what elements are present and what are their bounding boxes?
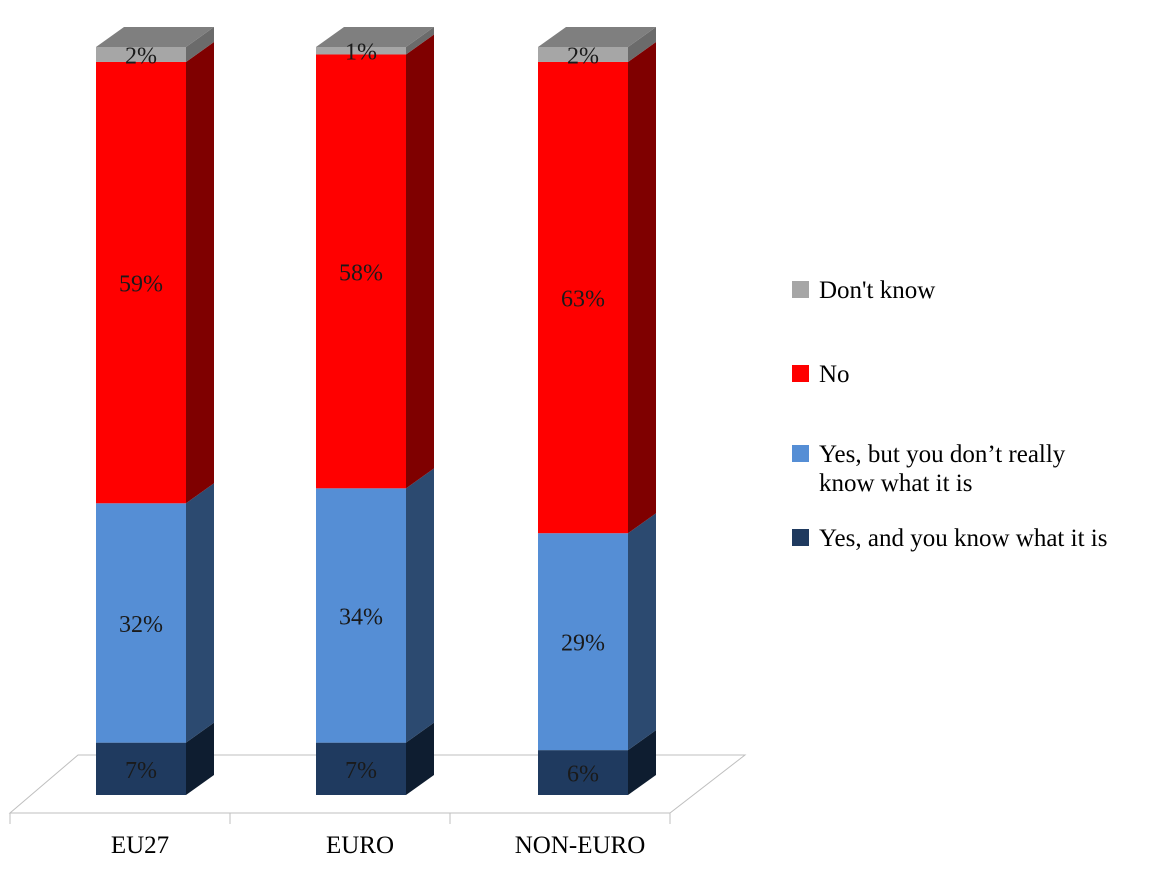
bar-side-don-t-know-euro xyxy=(406,27,434,55)
bar-top-non-euro xyxy=(538,27,656,47)
bar-side-yes-and-you-know-what-it-is-eu27 xyxy=(186,722,214,795)
value-label-yes-but-you-don-t-really-know-what-it-is-eu27: 32% xyxy=(119,612,163,638)
bar-front-yes-but-you-don-t-really-know-what-it-is-non-euro xyxy=(538,533,628,751)
bar-front-yes-and-you-know-what-it-is-euro xyxy=(316,742,406,795)
value-label-yes-but-you-don-t-really-know-what-it-is-non-euro: 29% xyxy=(561,631,605,657)
bar-side-don-t-know-eu27 xyxy=(186,27,214,62)
value-labels: 7% 32% 59% 2% 7% 34% 58% 1% 6% 29% 63% 2% xyxy=(119,40,605,788)
bar-front-yes-and-you-know-what-it-is-non-euro xyxy=(538,750,628,795)
bar-top-euro xyxy=(316,27,434,47)
legend-label-no: No xyxy=(819,361,850,388)
value-label-don-t-know-non-euro: 2% xyxy=(567,43,599,69)
legend-label-dont-know: Don't know xyxy=(819,277,936,304)
bar-front-don-t-know-non-euro xyxy=(538,47,628,62)
category-label-non-euro: NON-EURO xyxy=(515,832,646,859)
bar-side-yes-but-you-don-t-really-know-what-it-is-euro xyxy=(406,468,434,743)
bar-front-yes-but-you-don-t-really-know-what-it-is-eu27 xyxy=(96,503,186,743)
bar-side-no-non-euro xyxy=(628,41,656,534)
bar-stacks xyxy=(96,27,656,795)
bar-side-yes-and-you-know-what-it-is-non-euro xyxy=(628,730,656,795)
bar-front-don-t-know-eu27 xyxy=(96,47,186,62)
value-label-no-eu27: 59% xyxy=(119,272,163,298)
bar-front-no-euro xyxy=(316,54,406,489)
value-label-yes-and-you-know-what-it-is-non-euro: 6% xyxy=(567,762,599,788)
legend-label-yes-dont-know-what: Yes, but you don’t really know what it i… xyxy=(819,441,1066,497)
value-label-no-euro: 58% xyxy=(339,260,383,286)
bar-stack-euro xyxy=(316,27,434,795)
bar-front-no-eu27 xyxy=(96,61,186,504)
bar-side-don-t-know-non-euro xyxy=(628,27,656,62)
category-label-euro: EURO xyxy=(326,832,394,859)
bar-stack-eu27 xyxy=(96,27,214,795)
legend-swatch-no xyxy=(792,365,809,382)
legend-swatch-yes-know-what xyxy=(792,529,809,546)
value-label-yes-and-you-know-what-it-is-euro: 7% xyxy=(345,758,377,784)
value-label-don-t-know-euro: 1% xyxy=(345,40,377,66)
value-label-yes-and-you-know-what-it-is-eu27: 7% xyxy=(125,758,157,784)
bar-front-yes-but-you-don-t-really-know-what-it-is-euro xyxy=(316,488,406,743)
bar-side-no-eu27 xyxy=(186,41,214,504)
bar-top-eu27 xyxy=(96,27,214,47)
category-label-eu27: EU27 xyxy=(111,832,169,859)
bar-front-don-t-know-euro xyxy=(316,47,406,55)
bar-stack-non-euro xyxy=(538,27,656,795)
bar-side-no-euro xyxy=(406,34,434,489)
value-label-no-non-euro: 63% xyxy=(561,287,605,313)
bar-front-yes-and-you-know-what-it-is-eu27 xyxy=(96,742,186,795)
value-label-don-t-know-eu27: 2% xyxy=(125,43,157,69)
bar-side-yes-but-you-don-t-really-know-what-it-is-eu27 xyxy=(186,483,214,743)
bar-side-yes-and-you-know-what-it-is-euro xyxy=(406,722,434,795)
legend-label-yes-know-what: Yes, and you know what it is xyxy=(819,525,1108,552)
category-axis: EU27 EURO NON-EURO xyxy=(9,812,671,859)
bar-front-no-non-euro xyxy=(538,61,628,534)
value-label-yes-but-you-don-t-really-know-what-it-is-euro: 34% xyxy=(339,604,383,630)
legend-swatch-yes-dont-know-what xyxy=(792,445,809,462)
legend-swatch-dont-know xyxy=(792,281,809,298)
bar-side-yes-but-you-don-t-really-know-what-it-is-non-euro xyxy=(628,513,656,751)
